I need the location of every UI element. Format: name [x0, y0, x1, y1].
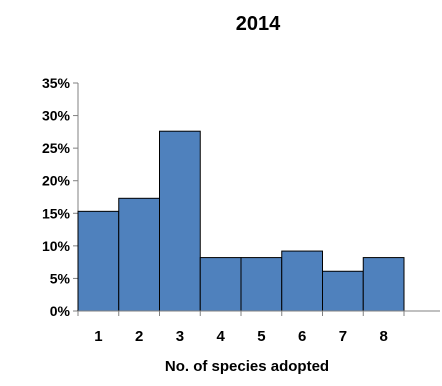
x-tick-label: 8 [379, 328, 387, 345]
y-tick-label: 0% [50, 303, 71, 319]
bars [77, 130, 405, 312]
bar-4 [199, 257, 242, 312]
x-tick-label: 3 [176, 328, 184, 345]
y-tick-label: 30% [42, 108, 71, 124]
bar-7 [322, 270, 364, 312]
y-tick-label: 5% [50, 270, 71, 286]
y-tick-label: 15% [42, 205, 71, 221]
y-tick-label: 25% [42, 140, 71, 156]
x-tick-label: 7 [339, 328, 347, 345]
y-tick-label: 35% [42, 75, 71, 91]
bar-1 [77, 210, 120, 312]
bar-2 [118, 197, 160, 312]
bar-8 [362, 257, 405, 312]
y-tick-label: 10% [42, 238, 71, 254]
y-axis: 0% 5% 10% 15% 20% 25% 30% 35% [42, 75, 79, 319]
y-tick-label: 20% [42, 173, 71, 189]
chart-title: 2014 [236, 13, 281, 35]
x-tick-label: 6 [298, 328, 306, 345]
x-tick-label: 2 [135, 328, 143, 345]
x-axis-label: No. of species adopted [165, 358, 329, 375]
x-tick-label: 1 [94, 328, 102, 345]
bar-5 [240, 257, 283, 312]
x-axis: 1 2 3 4 5 6 7 8 [77, 310, 440, 345]
x-tick-label: 4 [216, 328, 225, 345]
bar-6 [281, 250, 323, 312]
x-tick-label: 5 [257, 328, 265, 345]
bar-3 [159, 130, 201, 312]
